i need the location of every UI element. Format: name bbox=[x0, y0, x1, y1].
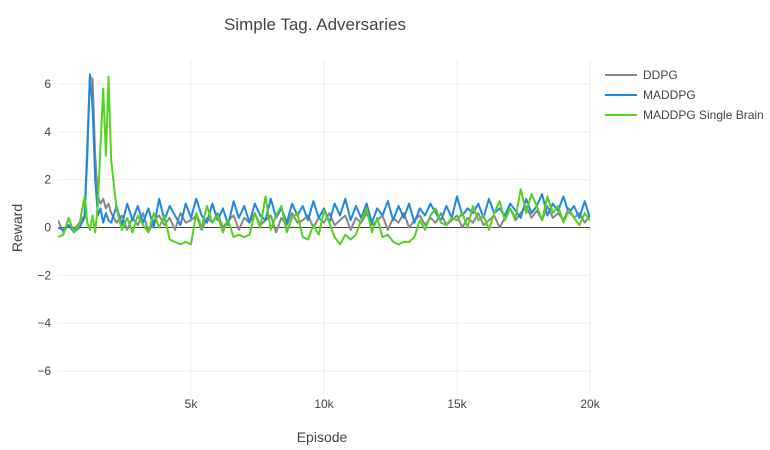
series-line-1 bbox=[58, 73, 590, 234]
series-layer bbox=[58, 73, 590, 246]
y-axis-title: Reward bbox=[9, 204, 25, 252]
x-tick-label: 15k bbox=[447, 397, 467, 411]
x-axis-ticks: 5k 10k 15k 20k bbox=[185, 397, 601, 411]
legend-label-1: MADDPG bbox=[643, 88, 696, 102]
series-line-2 bbox=[58, 75, 590, 246]
y-tick-label: 4 bbox=[44, 125, 51, 139]
x-axis-title: Episode bbox=[297, 429, 348, 445]
y-tick-label: 6 bbox=[44, 77, 51, 91]
y-tick-label: 0 bbox=[44, 221, 51, 235]
y-tick-label: 2 bbox=[44, 173, 51, 187]
chart-title: Simple Tag. Adversaries bbox=[224, 15, 406, 34]
legend-label-2: MADDPG Single Brain bbox=[643, 108, 764, 122]
y-axis-ticks: −6 −4 −2 0 2 4 6 bbox=[37, 77, 51, 378]
x-tick-label: 20k bbox=[580, 397, 600, 411]
x-tick-label: 5k bbox=[185, 397, 199, 411]
y-tick-label: −6 bbox=[37, 364, 51, 378]
legend: DDPG MADDPG MADDPG Single Brain bbox=[605, 68, 764, 122]
x-tick-label: 10k bbox=[314, 397, 334, 411]
y-tick-label: −2 bbox=[37, 268, 51, 282]
y-tick-label: −4 bbox=[37, 316, 51, 330]
legend-label-0: DDPG bbox=[643, 68, 678, 82]
